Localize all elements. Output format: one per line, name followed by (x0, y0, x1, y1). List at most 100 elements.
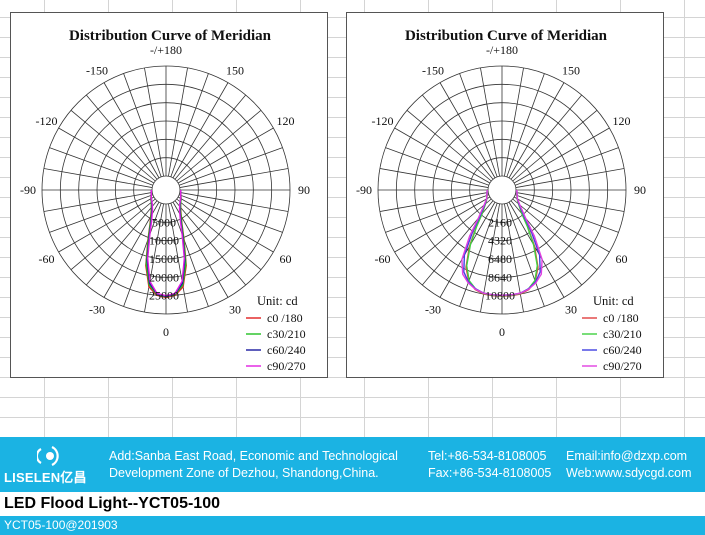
curves (145, 189, 187, 299)
legend-label: c0 /180 (603, 311, 639, 325)
grid-spoke (103, 82, 160, 179)
product-title-bar: LED Flood Light--YCT05-100 (0, 492, 705, 516)
grid-spoke (168, 67, 188, 177)
grid-spoke (144, 203, 164, 313)
radial-value-label: 8640 (488, 270, 512, 284)
grid-spoke (508, 82, 565, 179)
grid-spoke (85, 200, 158, 286)
grid-spoke (176, 198, 262, 271)
radial-value-label: 6480 (488, 252, 512, 266)
angle-label: 60 (616, 252, 628, 266)
angle-label: -/+180 (486, 43, 518, 57)
grid-spoke (123, 203, 162, 307)
angle-label: 120 (613, 114, 631, 128)
chart-title: Distribution Curve of Meridian (405, 28, 608, 44)
angle-label: -90 (20, 183, 36, 197)
legend-label: c60/240 (267, 343, 306, 357)
grid-spoke (176, 109, 262, 182)
grid-spoke (179, 147, 283, 186)
grid-spoke (515, 147, 619, 186)
grid-spoke (439, 82, 496, 179)
radial-value-label: 5000 (152, 215, 176, 229)
grid-spoke (421, 94, 494, 180)
angle-label: -60 (374, 252, 390, 266)
unit-label: Unit: cd (257, 294, 298, 308)
grid-spoke (512, 109, 598, 182)
angle-label: -60 (38, 252, 54, 266)
angle-label: -120 (371, 114, 393, 128)
grid-spoke (179, 192, 289, 212)
grid-spoke (172, 201, 229, 298)
grid-spoke (385, 194, 489, 233)
curves (461, 189, 543, 297)
grid-spoke (179, 194, 283, 233)
angle-label: 90 (634, 183, 646, 197)
grid-spoke (508, 201, 565, 298)
grid-spoke (49, 147, 153, 186)
grid-spoke (515, 168, 625, 188)
grid-spoke (49, 194, 153, 233)
angle-label: -120 (35, 114, 57, 128)
series-curve-4 (146, 190, 186, 297)
grid-spoke (506, 203, 545, 307)
grid-spoke (515, 194, 619, 233)
grid-spoke (510, 94, 583, 180)
company-logo: LISELEN亿昌 (4, 442, 96, 488)
radial-value-label: 25000 (149, 289, 179, 303)
grid-spoke (459, 203, 498, 307)
grid-spoke (394, 196, 491, 253)
grid-spoke (58, 127, 155, 184)
email-text: Email:info@dzxp.com (566, 449, 688, 463)
polar-chart-2-svg: Distribution Curve of Meridian-/+180 -150… (356, 28, 646, 373)
angle-label: 30 (229, 303, 241, 317)
legend-label: c90/270 (603, 359, 642, 373)
unit-label: Unit: cd (593, 294, 634, 308)
grid-spoke (172, 82, 229, 179)
grid-spoke (174, 94, 247, 180)
legend-label: c30/210 (603, 327, 642, 341)
grid-spoke (379, 168, 489, 188)
legend-label: c90/270 (267, 359, 306, 373)
legend-label: c60/240 (603, 343, 642, 357)
angle-label: 30 (565, 303, 577, 317)
chart-title: Distribution Curve of Meridian (69, 28, 272, 44)
grid-spoke (168, 203, 188, 313)
product-code: YCT05-100@201903 (4, 518, 118, 532)
grid-spoke (513, 196, 610, 253)
logo-mark-icon (37, 446, 59, 466)
angle-label: 120 (277, 114, 295, 128)
grid-spoke (170, 73, 209, 177)
grid-ring-inner (151, 175, 181, 205)
grid-spoke (406, 109, 492, 182)
grid-spoke (123, 73, 162, 177)
grid-spoke (459, 73, 498, 177)
grid-spoke (177, 196, 274, 253)
tel-text: Tel:+86-534-8108005 (428, 449, 547, 463)
series-curve-4 (461, 189, 543, 296)
legend-label: c0 /180 (267, 311, 303, 325)
angle-label: -150 (86, 63, 108, 77)
grid-spoke (406, 198, 492, 271)
angle-label: -30 (425, 303, 441, 317)
angle-label: 0 (163, 325, 169, 339)
angle-label: 60 (280, 252, 292, 266)
radial-value-label: 2160 (488, 215, 512, 229)
angle-label: 90 (298, 183, 310, 197)
product-title: LED Flood Light--YCT05-100 (4, 495, 220, 512)
grid-spoke (103, 201, 160, 298)
grid-spoke (439, 201, 496, 298)
web-text: Web:www.sdycgd.com (566, 466, 692, 480)
fax-text: Fax:+86-534-8108005 (428, 466, 552, 480)
legend-label: c30/210 (267, 327, 306, 341)
company-footer: LISELEN亿昌 Add:Sanba East Road, Economic … (0, 437, 705, 492)
grid-spoke (43, 192, 153, 212)
address-line-1: Add:Sanba East Road, Economic and Techno… (109, 449, 398, 463)
grid-spoke (515, 192, 625, 212)
grid-spoke (394, 127, 491, 184)
grid-spoke (480, 67, 500, 177)
brand-name: LISELEN亿昌 (4, 470, 87, 485)
angle-label: 150 (226, 63, 244, 77)
grid-spoke (513, 127, 610, 184)
grid-spoke (179, 168, 289, 188)
address-line-2: Development Zone of Dezhou, Shandong,Chi… (109, 466, 379, 480)
